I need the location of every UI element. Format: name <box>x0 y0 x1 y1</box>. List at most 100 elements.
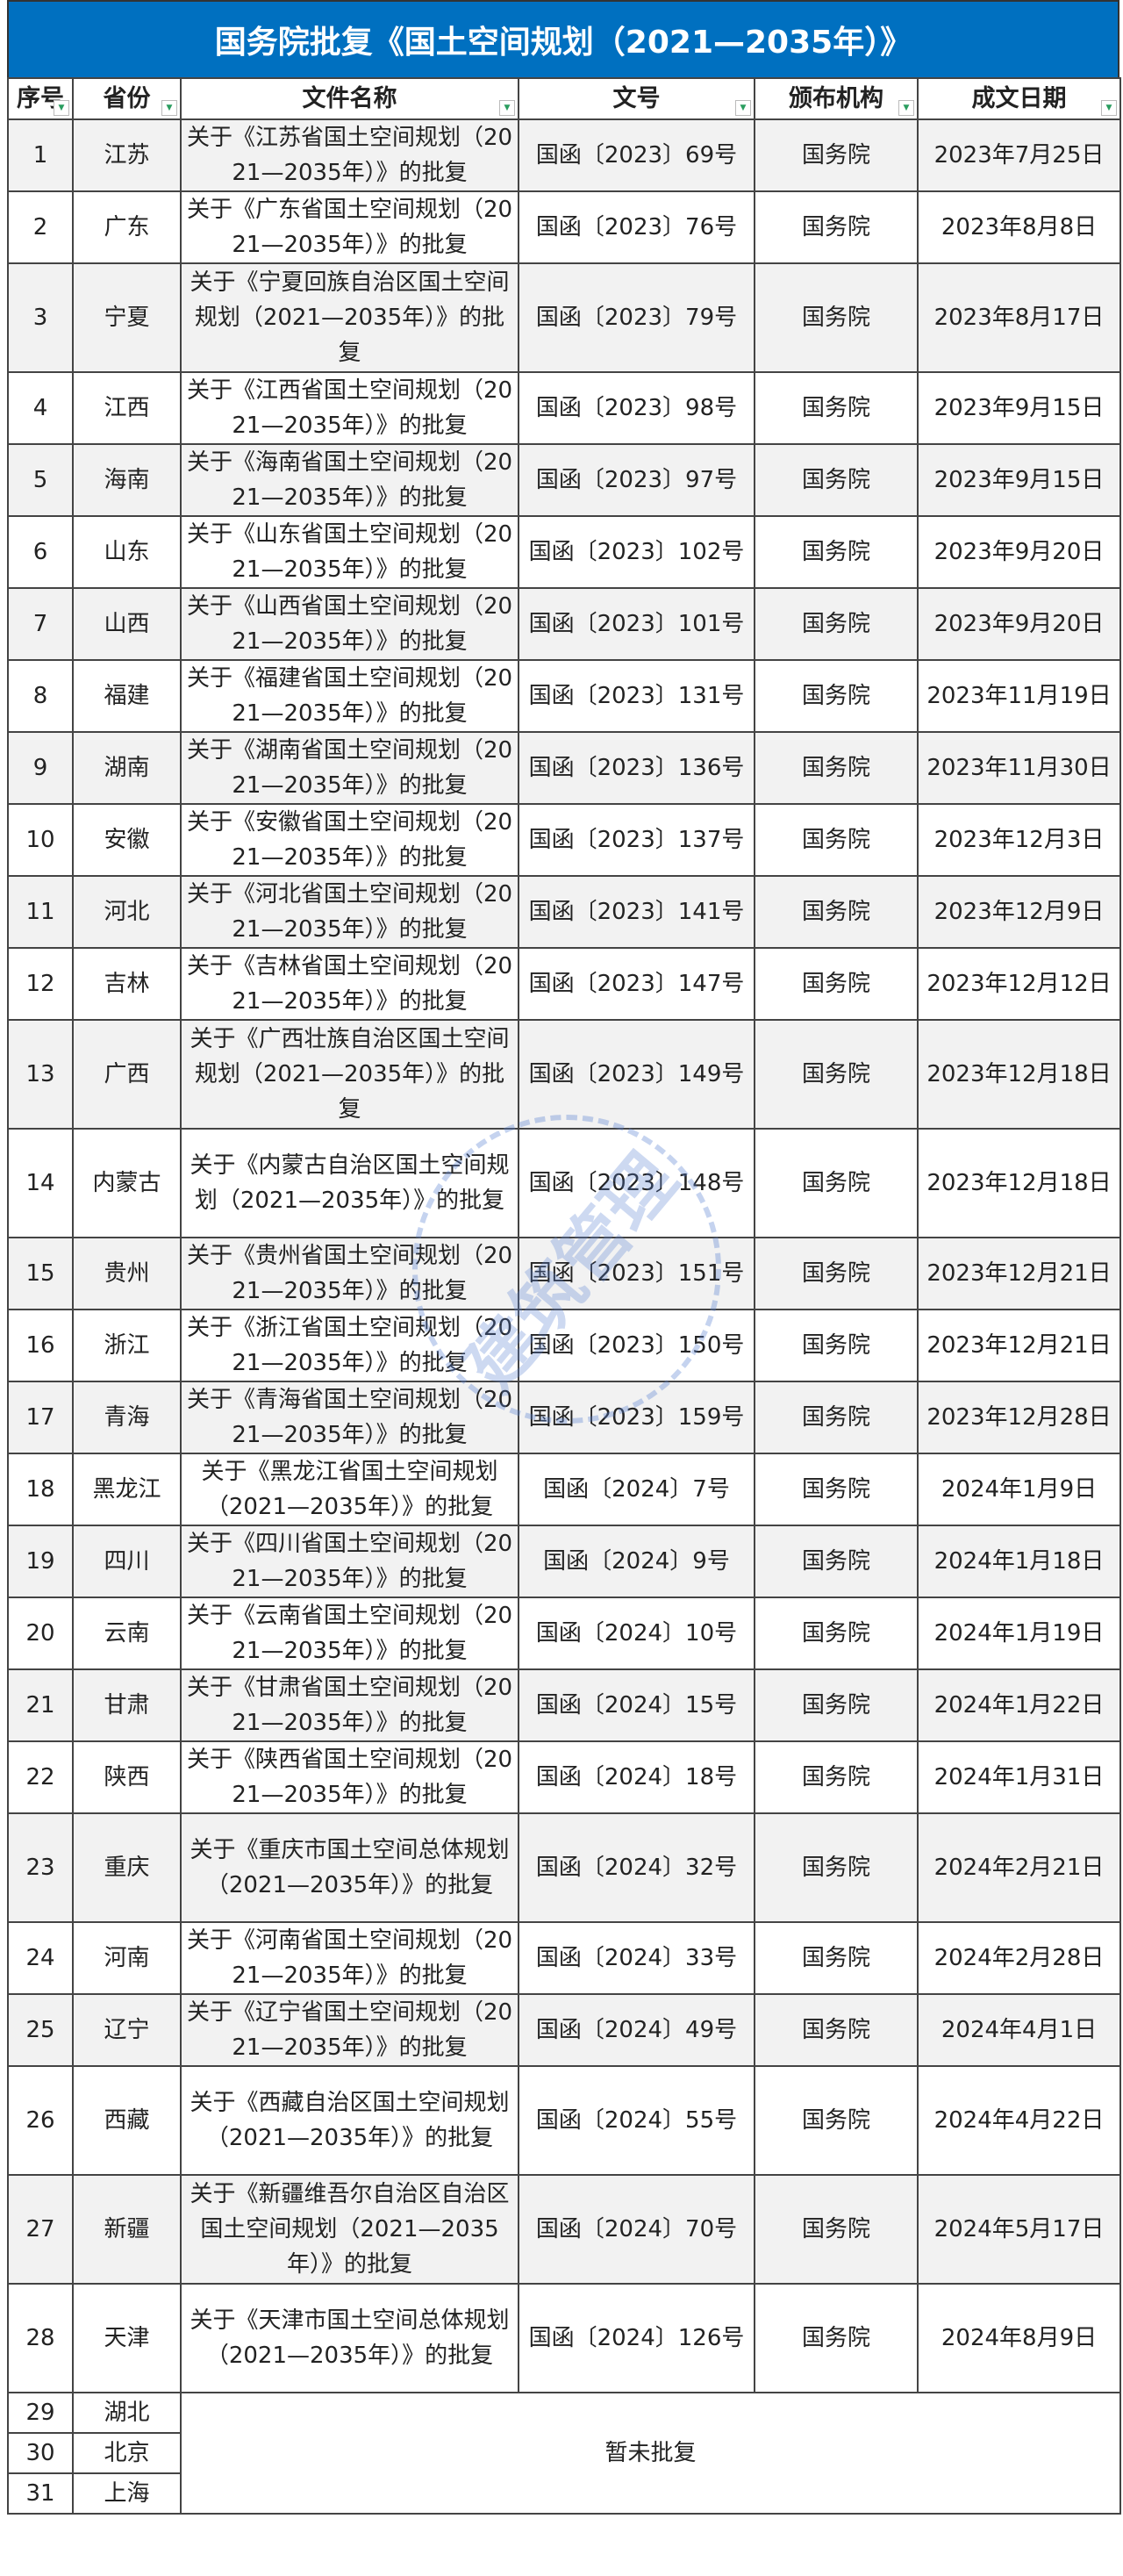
province-cell: 山西 <box>72 587 182 661</box>
province-cell: 内蒙古 <box>72 1128 182 1238</box>
issuer-cell: 国务院 <box>754 1237 919 1310</box>
date-cell: 2023年12月3日 <box>917 803 1121 877</box>
province-cell: 黑龙江 <box>72 1453 182 1526</box>
date-cell: 2024年8月9日 <box>917 2283 1121 2393</box>
table-row: 23 重庆 关于《重庆市国土空间总体规划（2021—2035年）》的批复 国函〔202… <box>7 1812 1121 1923</box>
sheet-title: 国务院批复《国土空间规划（2021—2035年）》 <box>7 0 1119 77</box>
document-name-cell: 关于《广东省国土空间规划（2021—2035年）》的批复 <box>180 190 519 264</box>
province-cell: 西藏 <box>72 2065 182 2176</box>
table-row: 17 青海 关于《青海省国土空间规划（2021—2035年）》的批复 国函〔2023〕… <box>7 1381 1121 1454</box>
row-index: 29 <box>7 2392 74 2434</box>
document-name-cell: 关于《辽宁省国土空间规划（2021—2035年）》的批复 <box>180 1993 519 2067</box>
province-cell: 重庆 <box>72 1812 182 1923</box>
row-index: 3 <box>7 262 74 373</box>
document-name-cell: 关于《西藏自治区国土空间规划（2021—2035年）》的批复 <box>180 2065 519 2176</box>
row-index: 21 <box>7 1668 74 1742</box>
document-name-cell: 关于《云南省国土空间规划（2021—2035年）》的批复 <box>180 1597 519 1670</box>
row-index: 28 <box>7 2283 74 2393</box>
province-cell: 甘肃 <box>72 1668 182 1742</box>
table-row: 14 内蒙古 关于《内蒙古自治区国土空间规划（2021—2035年）》的批复 国函〔2… <box>7 1128 1121 1238</box>
table-row: 25 辽宁 关于《辽宁省国土空间规划（2021—2035年）》的批复 国函〔2024〕… <box>7 1993 1121 2067</box>
document-name-cell: 关于《山西省国土空间规划（2021—2035年）》的批复 <box>180 587 519 661</box>
document-name-cell: 关于《河北省国土空间规划（2021—2035年）》的批复 <box>180 875 519 949</box>
issuer-cell: 国务院 <box>754 1993 919 2067</box>
issuer-cell: 国务院 <box>754 118 919 192</box>
issuer-cell: 国务院 <box>754 1597 919 1670</box>
dropdown-filter-icon[interactable]: ▼ <box>898 100 914 116</box>
document-number-cell: 国函〔2024〕70号 <box>518 2174 755 2285</box>
date-cell: 2023年7月25日 <box>917 118 1121 192</box>
province-cell: 福建 <box>72 659 182 733</box>
document-name-cell: 关于《海南省国土空间规划（2021—2035年）》的批复 <box>180 443 519 517</box>
dropdown-filter-icon[interactable]: ▼ <box>499 100 515 116</box>
table-row: 26 西藏 关于《西藏自治区国土空间规划（2021—2035年）》的批复 国函〔202… <box>7 2065 1121 2176</box>
date-cell: 2023年9月20日 <box>917 515 1121 589</box>
document-number-cell: 国函〔2023〕159号 <box>518 1381 755 1454</box>
issuer-cell: 国务院 <box>754 1921 919 1995</box>
table-row: 12 吉林 关于《吉林省国土空间规划（2021—2035年）》的批复 国函〔2023〕… <box>7 947 1121 1021</box>
column-header-issuer: 颁布机构 ▼ <box>754 77 919 120</box>
column-header-document-number: 文号 ▼ <box>518 77 755 120</box>
document-number-cell: 国函〔2023〕147号 <box>518 947 755 1021</box>
date-cell: 2023年12月28日 <box>917 1381 1121 1454</box>
issuer-cell: 国务院 <box>754 1812 919 1923</box>
dropdown-filter-icon[interactable]: ▼ <box>735 100 751 116</box>
dropdown-filter-icon[interactable]: ▼ <box>54 100 69 116</box>
table-row: 22 陕西 关于《陕西省国土空间规划（2021—2035年）》的批复 国函〔2024〕… <box>7 1740 1121 1814</box>
province-cell: 宁夏 <box>72 262 182 373</box>
dropdown-filter-icon[interactable]: ▼ <box>1101 100 1117 116</box>
document-name-cell: 关于《贵州省国土空间规划（2021—2035年）》的批复 <box>180 1237 519 1310</box>
document-name-cell: 关于《安徽省国土空间规划（2021—2035年）》的批复 <box>180 803 519 877</box>
date-cell: 2023年8月8日 <box>917 190 1121 264</box>
date-cell: 2023年9月20日 <box>917 587 1121 661</box>
date-cell: 2024年2月21日 <box>917 1812 1121 1923</box>
table-row: 27 新疆 关于《新疆维吾尔自治区自治区国土空间规划（2021—2035年）》的批复… <box>7 2174 1121 2285</box>
issuer-cell: 国务院 <box>754 2174 919 2285</box>
date-cell: 2024年5月17日 <box>917 2174 1121 2285</box>
table-row: 1 江苏 关于《江苏省国土空间规划（2021—2035年）》的批复 国函〔2023〕6… <box>7 118 1121 192</box>
row-index: 31 <box>7 2472 74 2515</box>
issuer-cell: 国务院 <box>754 515 919 589</box>
row-index: 22 <box>7 1740 74 1814</box>
date-cell: 2023年12月21日 <box>917 1309 1121 1382</box>
document-number-cell: 国函〔2023〕148号 <box>518 1128 755 1238</box>
date-cell: 2023年9月15日 <box>917 371 1121 445</box>
date-cell: 2023年12月12日 <box>917 947 1121 1021</box>
table-row: 2 广东 关于《广东省国土空间规划（2021—2035年）》的批复 国函〔2023〕7… <box>7 190 1121 264</box>
province-cell: 安徽 <box>72 803 182 877</box>
row-index: 1 <box>7 118 74 192</box>
issuer-cell: 国务院 <box>754 1668 919 1742</box>
pending-row: 29 湖北 暂未批复 <box>7 2392 1121 2515</box>
province-cell: 湖北 <box>72 2392 182 2434</box>
table-row: 7 山西 关于《山西省国土空间规划（2021—2035年）》的批复 国函〔2023〕1… <box>7 587 1121 661</box>
date-cell: 2023年11月30日 <box>917 731 1121 805</box>
document-number-cell: 国函〔2023〕136号 <box>518 731 755 805</box>
document-name-cell: 关于《河南省国土空间规划（2021—2035年）》的批复 <box>180 1921 519 1995</box>
row-index: 25 <box>7 1993 74 2067</box>
dropdown-filter-icon[interactable]: ▼ <box>161 100 177 116</box>
column-header-index: 序号 ▼ <box>7 77 74 120</box>
date-cell: 2024年1月19日 <box>917 1597 1121 1670</box>
row-index: 13 <box>7 1019 74 1130</box>
date-cell: 2024年4月22日 <box>917 2065 1121 2176</box>
table-row: 21 甘肃 关于《甘肃省国土空间规划（2021—2035年）》的批复 国函〔2024〕… <box>7 1668 1121 1742</box>
document-number-cell: 国函〔2024〕126号 <box>518 2283 755 2393</box>
column-header-label: 文号 <box>612 84 661 112</box>
table-row: 5 海南 关于《海南省国土空间规划（2021—2035年）》的批复 国函〔2023〕9… <box>7 443 1121 517</box>
province-cell: 上海 <box>72 2472 182 2515</box>
issuer-cell: 国务院 <box>754 2283 919 2393</box>
document-number-cell: 国函〔2024〕55号 <box>518 2065 755 2176</box>
province-cell: 河南 <box>72 1921 182 1995</box>
row-index: 5 <box>7 443 74 517</box>
date-cell: 2023年8月17日 <box>917 262 1121 373</box>
document-number-cell: 国函〔2024〕49号 <box>518 1993 755 2067</box>
table-row: 24 河南 关于《河南省国土空间规划（2021—2035年）》的批复 国函〔2024〕… <box>7 1921 1121 1995</box>
document-number-cell: 国函〔2023〕150号 <box>518 1309 755 1382</box>
document-number-cell: 国函〔2024〕33号 <box>518 1921 755 1995</box>
table-row: 3 宁夏 关于《宁夏回族自治区国土空间规划（2021—2035年）》的批复 国函〔20… <box>7 262 1121 373</box>
province-cell: 四川 <box>72 1525 182 1598</box>
row-index: 17 <box>7 1381 74 1454</box>
document-number-cell: 国函〔2023〕98号 <box>518 371 755 445</box>
document-name-cell: 关于《宁夏回族自治区国土空间规划（2021—2035年）》的批复 <box>180 262 519 373</box>
province-cell: 山东 <box>72 515 182 589</box>
